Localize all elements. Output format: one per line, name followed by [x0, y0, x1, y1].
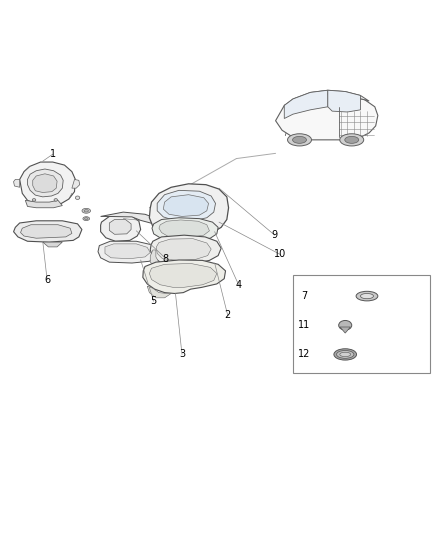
Polygon shape: [143, 260, 226, 294]
Polygon shape: [284, 90, 369, 106]
Text: 2: 2: [225, 310, 231, 320]
Ellipse shape: [340, 134, 364, 146]
Ellipse shape: [360, 294, 374, 298]
Ellipse shape: [83, 217, 90, 221]
Polygon shape: [33, 174, 57, 192]
Polygon shape: [105, 244, 150, 259]
Polygon shape: [14, 221, 82, 242]
Ellipse shape: [32, 199, 36, 201]
Polygon shape: [150, 235, 221, 264]
Ellipse shape: [75, 196, 80, 199]
Text: 5: 5: [151, 296, 157, 306]
Polygon shape: [147, 286, 171, 298]
Text: 8: 8: [163, 254, 169, 264]
Ellipse shape: [84, 209, 88, 212]
Ellipse shape: [334, 349, 357, 360]
Polygon shape: [284, 90, 328, 118]
Text: 1: 1: [49, 149, 56, 159]
Polygon shape: [149, 184, 229, 236]
Polygon shape: [110, 220, 131, 235]
Polygon shape: [25, 200, 62, 208]
Bar: [293, 275, 430, 373]
Ellipse shape: [54, 199, 57, 201]
Ellipse shape: [340, 352, 351, 357]
Text: 4: 4: [236, 280, 242, 290]
Polygon shape: [340, 327, 350, 333]
Polygon shape: [157, 190, 215, 221]
Text: 7: 7: [301, 291, 307, 301]
Ellipse shape: [293, 136, 307, 143]
Polygon shape: [72, 180, 80, 188]
Ellipse shape: [288, 134, 311, 146]
Text: 11: 11: [298, 320, 310, 330]
Ellipse shape: [339, 320, 352, 330]
Polygon shape: [101, 212, 155, 224]
Polygon shape: [20, 162, 75, 206]
Polygon shape: [43, 242, 62, 247]
Ellipse shape: [356, 292, 378, 301]
Polygon shape: [276, 94, 378, 140]
Polygon shape: [156, 239, 211, 261]
Ellipse shape: [336, 351, 354, 358]
Text: 12: 12: [298, 350, 310, 359]
Polygon shape: [149, 263, 217, 287]
Polygon shape: [163, 195, 208, 216]
Text: 9: 9: [272, 230, 278, 240]
Polygon shape: [328, 90, 360, 112]
Polygon shape: [159, 220, 209, 238]
Polygon shape: [14, 180, 20, 187]
Ellipse shape: [82, 208, 91, 213]
Polygon shape: [98, 241, 157, 263]
Ellipse shape: [85, 217, 88, 220]
Polygon shape: [28, 169, 63, 197]
Polygon shape: [152, 218, 218, 241]
Polygon shape: [101, 214, 141, 241]
Text: 6: 6: [44, 274, 50, 285]
Polygon shape: [150, 250, 159, 266]
Polygon shape: [21, 225, 72, 238]
Text: 3: 3: [179, 350, 185, 359]
Ellipse shape: [345, 136, 359, 143]
Text: 10: 10: [274, 249, 286, 260]
